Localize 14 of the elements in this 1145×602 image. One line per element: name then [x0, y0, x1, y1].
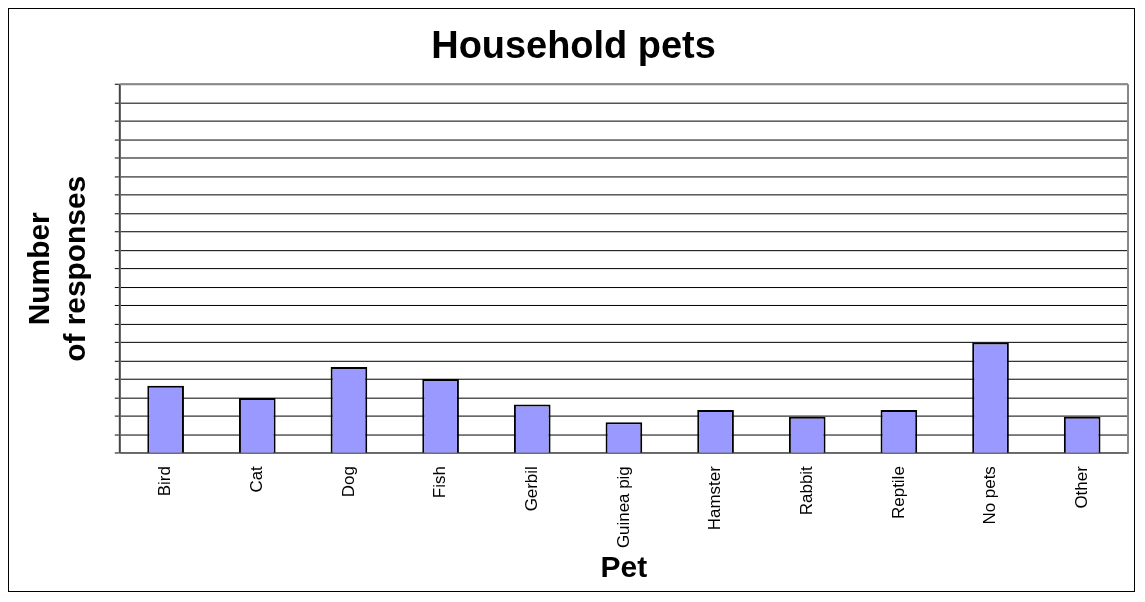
x-tick-label: Dog: [338, 466, 358, 498]
y-axis-title: Number of responses: [22, 175, 92, 362]
x-tick-label: Gerbil: [521, 466, 541, 512]
x-tick-label: Rabbit: [796, 465, 816, 516]
x-tick-label: Other: [1071, 465, 1091, 509]
x-tick-label: Bird: [155, 466, 175, 497]
x-axis-title: Pet: [600, 550, 648, 584]
x-tick-label: Cat: [246, 465, 266, 493]
x-tick-label: No pets: [980, 466, 1000, 525]
x-tick-label: Guinea pig: [613, 466, 633, 549]
x-tick-label: Reptile: [888, 466, 908, 519]
x-tick-label: Hamster: [705, 465, 725, 531]
chart-title: Household pets: [431, 24, 716, 67]
x-tick-label: Fish: [430, 466, 450, 499]
